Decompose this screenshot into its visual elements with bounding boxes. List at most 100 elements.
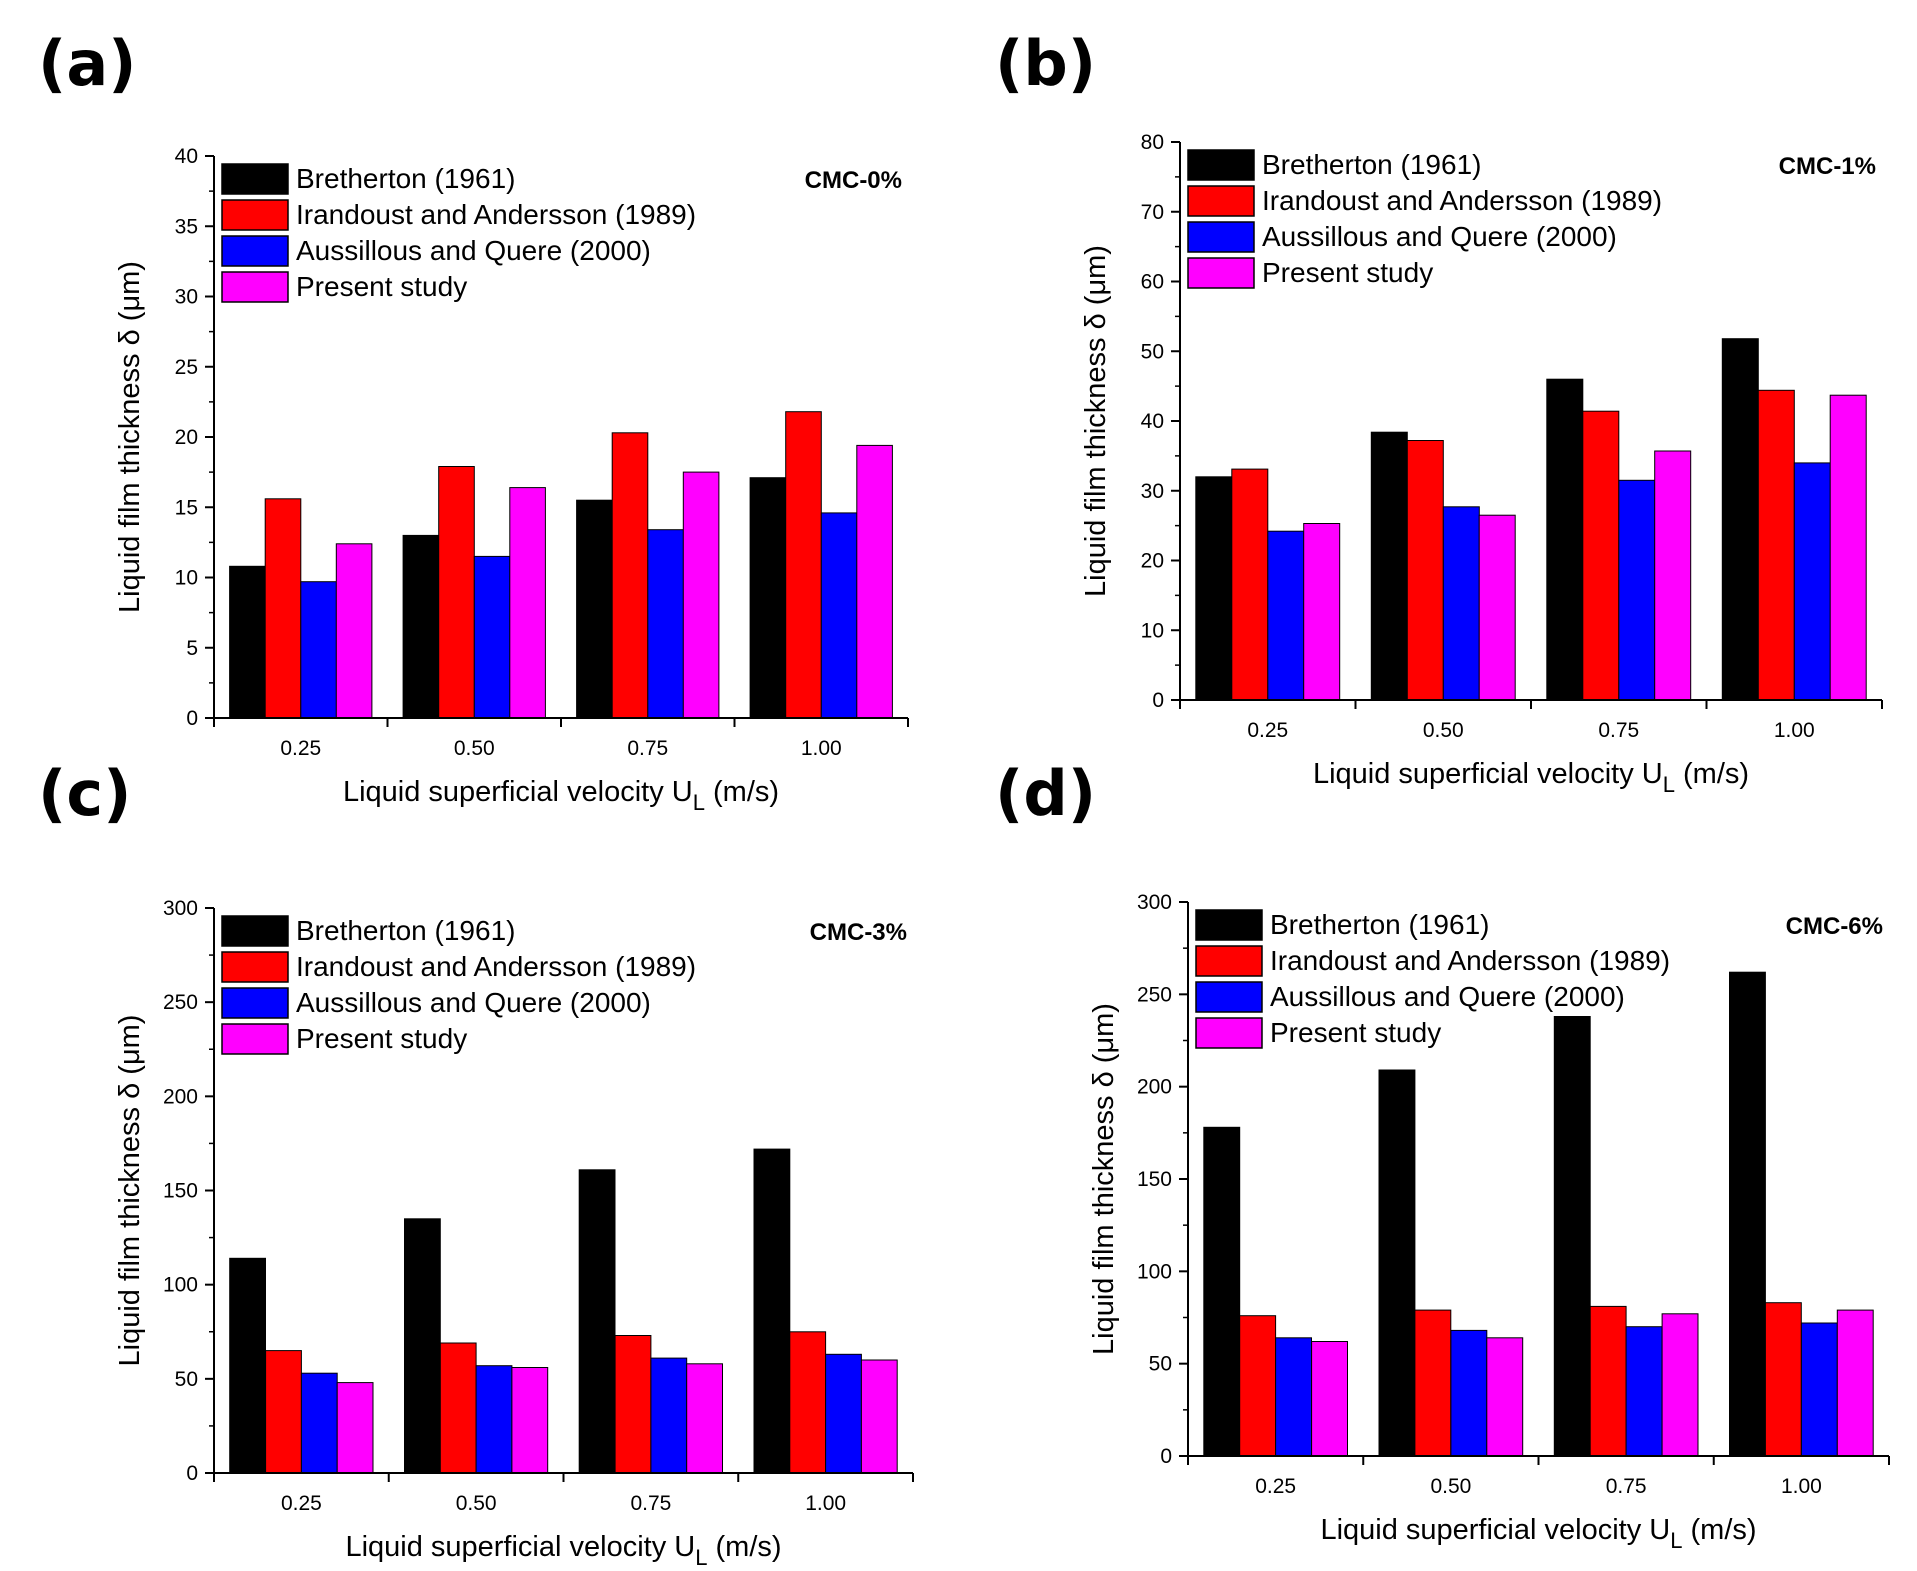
bar-irandoust-and-andersson-1989--0.50 [1414,1309,1452,1457]
chart-panel-4: (d) 0 50 100 150 200 250 300 0.25 0.50 0.75 1.00 Liq… [995,757,1890,1553]
bar-present-study-1.00 [860,1359,898,1474]
bar-bretherton-1961--0.50 [402,534,440,719]
bar-bretherton-1961--1.00 [1729,971,1766,1457]
legend-label: Irandoust and Andersson (1989) [296,199,696,230]
y-tick-label: 0 [1160,1445,1172,1468]
bar-irandoust-and-andersson-1989--0.75 [1582,410,1620,701]
legend-label: Aussillous and Quere (2000) [1262,221,1617,252]
concentration-tag: CMC-0% [805,167,902,194]
legend-swatch [221,199,289,231]
x-axis-title-unit: (m/s) [707,1531,781,1563]
y-tick-label: 20 [175,426,198,449]
y-tick-label: 250 [163,991,198,1014]
bar-aussillous-and-quere-2000--0.75 [1625,1326,1663,1457]
bar-present-study-0.75 [682,471,720,719]
bar-present-study-0.50 [511,1367,549,1474]
bar-present-study-0.50 [509,487,546,719]
x-tick-label: 1.00 [1774,719,1815,742]
concentration-tag: CMC-1% [1779,153,1876,180]
bar-aussillous-and-quere-2000--0.75 [1618,479,1656,701]
bar-irandoust-and-andersson-1989--0.75 [611,432,649,719]
bar-irandoust-and-andersson-1989--1.00 [1764,1302,1802,1457]
y-tick-label: 40 [175,145,198,168]
y-tick-label: 150 [1137,1168,1172,1191]
y-axis-title: Liquid film thickness δ (μm) [1088,1003,1120,1355]
y-tick-label: 70 [1141,201,1164,224]
bar-irandoust-and-andersson-1989--0.50 [1406,440,1444,701]
bar-irandoust-and-andersson-1989--0.25 [1239,1315,1277,1457]
bar-bretherton-1961--0.25 [1195,476,1233,701]
y-tick-label: 100 [163,1274,198,1297]
x-axis-title-subscript: L [1663,772,1675,797]
bar-irandoust-and-andersson-1989--0.25 [1231,468,1269,701]
x-tick-label: 0.75 [1598,719,1639,742]
bar-present-study-1.00 [856,444,893,719]
y-tick-label: 200 [1137,1076,1172,1099]
bar-aussillous-and-quere-2000--0.50 [1450,1329,1488,1457]
y-tick-label: 250 [1137,983,1172,1006]
bar-present-study-0.50 [1486,1337,1524,1457]
bar-present-study-0.75 [1654,450,1692,701]
legend-swatch [221,987,289,1019]
legend-label: Bretherton (1961) [1262,149,1481,180]
bar-present-study-1.00 [1836,1309,1874,1457]
bar-bretherton-1961--0.25 [1203,1126,1241,1457]
y-tick-label: 100 [1137,1260,1172,1283]
bar-aussillous-and-quere-2000--0.75 [647,529,684,719]
y-tick-label: 50 [175,1368,198,1391]
y-tick-label: 10 [1141,619,1164,642]
bar-aussillous-and-quere-2000--1.00 [1800,1322,1838,1457]
legend-label: Aussillous and Quere (2000) [296,987,651,1018]
y-tick-label: 300 [1137,891,1172,914]
y-tick-label: 25 [175,356,198,379]
legend-swatch [1195,945,1263,977]
chart-panel-3: (c) 0 50 100 150 200 250 300 0.25 0.50 0.75 1.00 Liq… [38,757,914,1570]
legend-swatch [1187,149,1255,181]
bar-present-study-0.75 [1661,1313,1699,1457]
bar-aussillous-and-quere-2000--0.50 [1442,506,1480,701]
bar-irandoust-and-andersson-1989--1.00 [1757,389,1795,701]
bar-aussillous-and-quere-2000--0.25 [1275,1337,1312,1457]
x-tick-label: 0.25 [1247,719,1288,742]
x-axis-title-unit: (m/s) [1682,1514,1756,1546]
concentration-tag: CMC-3% [810,919,907,946]
y-tick-label: 50 [1141,340,1164,363]
y-axis-title: Liquid film thickness δ (μm) [1080,245,1112,597]
y-tick-label: 80 [1141,131,1164,154]
y-tick-label: 30 [175,286,198,309]
legend-label: Bretherton (1961) [296,915,515,946]
bar-bretherton-1961--0.25 [229,1257,266,1474]
legend-label: Present study [1262,257,1433,288]
x-axis-title-main: Liquid superficial velocity U [343,776,693,808]
x-tick-label: 0.75 [627,737,668,760]
y-tick-label: 60 [1141,271,1164,294]
bar-aussillous-and-quere-2000--1.00 [825,1353,862,1474]
legend-swatch [221,271,289,303]
y-tick-label: 40 [1141,410,1164,433]
legend-label: Aussillous and Quere (2000) [296,235,651,266]
panel-label: (b) [995,27,1096,100]
bar-aussillous-and-quere-2000--0.50 [473,555,511,719]
bar-irandoust-and-andersson-1989--0.25 [264,498,302,719]
bar-irandoust-and-andersson-1989--0.50 [438,466,475,719]
x-axis-title: Liquid superficial velocity UL (m/s) [1320,1514,1756,1553]
bar-irandoust-and-andersson-1989--0.50 [439,1342,477,1474]
y-tick-label: 10 [175,567,198,590]
bar-aussillous-and-quere-2000--0.75 [650,1357,688,1474]
x-tick-label: 0.50 [456,1492,497,1515]
y-tick-label: 0 [1152,689,1164,712]
chart-panel-1: (a) 0 5 10 15 20 25 30 35 40 0.25 0.50 0.75 1.00 Liqui… [38,27,909,815]
bar-present-study-1.00 [1829,394,1867,701]
legend-label: Present study [296,1023,467,1054]
x-axis-title-unit: (m/s) [1675,758,1749,790]
x-axis-title-subscript: L [695,1545,707,1570]
bar-aussillous-and-quere-2000--0.25 [300,1372,338,1474]
legend-label: Irandoust and Andersson (1989) [1262,185,1662,216]
y-tick-label: 150 [163,1180,198,1203]
y-tick-label: 300 [163,897,198,920]
bar-bretherton-1961--0.75 [1546,378,1584,701]
legend-label: Bretherton (1961) [1270,909,1489,940]
bar-bretherton-1961--0.75 [576,499,613,719]
bar-bretherton-1961--0.50 [1370,431,1408,701]
